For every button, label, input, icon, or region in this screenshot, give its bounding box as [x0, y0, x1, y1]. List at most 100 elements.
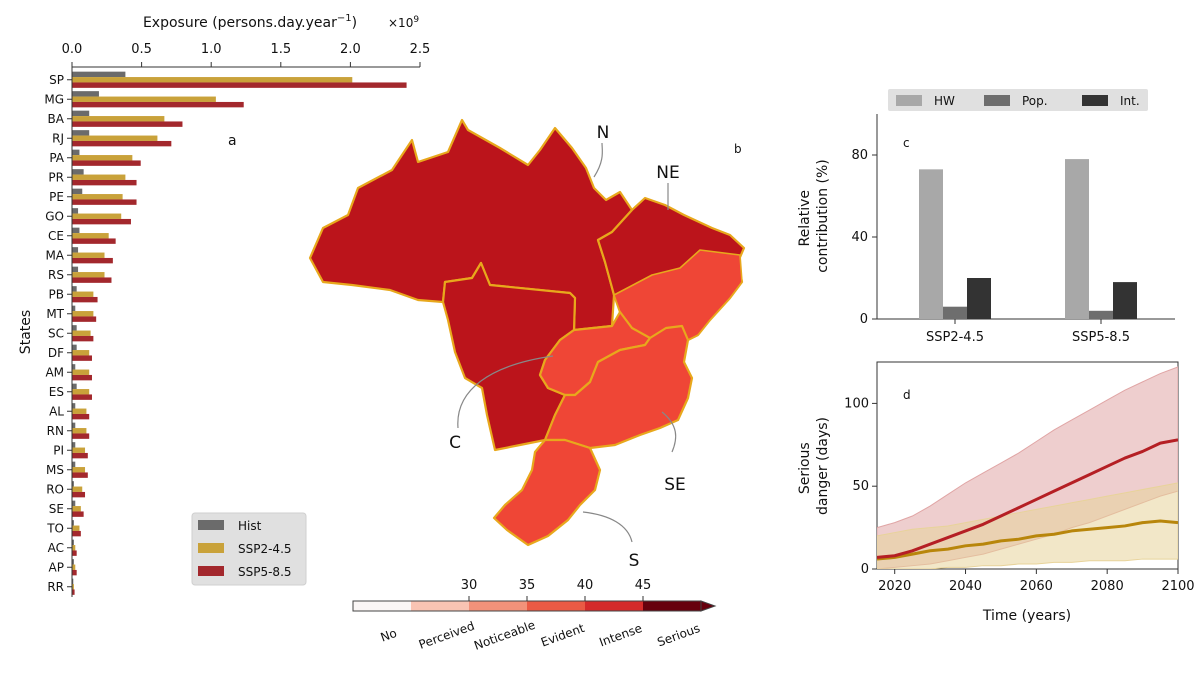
bar-pr-ssp585 [72, 179, 137, 186]
state-label-sc: SC [48, 326, 64, 340]
bar-pe-hist [72, 188, 83, 195]
panel-b-brazil-map: b N NE C SE S 30 35 40 45 No PerceivedNoticea… [308, 118, 746, 653]
bar-ap-hist [72, 559, 74, 565]
bar-ssp585-hw [1065, 159, 1089, 319]
panel-a-x-ticks: 0.0 0.5 1.0 1.5 2.0 2.5 [62, 42, 430, 67]
bar-al-ssp585 [72, 413, 90, 420]
bar-pi-ssp245 [72, 447, 86, 453]
bar-pb-ssp585 [72, 296, 98, 303]
legend-swatch-int [1082, 95, 1108, 106]
panel-c-y-axis-label: Relative contribution (%) [797, 159, 831, 273]
bar-to-ssp585 [72, 530, 81, 537]
panel-d-y-axis-label: Serious danger (days) [797, 417, 831, 515]
bar-al-ssp245 [72, 408, 87, 414]
bar-sp-hist [72, 71, 126, 78]
panel-c-y-tick-label: 0 [860, 312, 868, 327]
bar-rn-ssp585 [72, 433, 90, 439]
bar-ac-ssp585 [72, 550, 77, 556]
state-label-pb: PB [49, 287, 64, 301]
state-label-pe: PE [49, 190, 64, 204]
legend-label-hw: HW [934, 94, 955, 108]
colorbar-category-noticeable: Noticeable [472, 618, 537, 653]
colorbar-category-evident: Evident [539, 621, 587, 650]
state-label-ac: AC [48, 541, 64, 555]
bar-es-ssp245 [72, 389, 90, 395]
panel-c-x-labels: SSP2-4.5 SSP5-8.5 [926, 319, 1130, 345]
colorbar-category-serious: Serious [655, 621, 702, 649]
bar-rr-ssp585 [72, 589, 75, 595]
bar-go-ssp245 [72, 213, 122, 219]
bar-ap-ssp245 [72, 564, 76, 570]
legend-swatch-hist [198, 520, 224, 530]
map-region-south [492, 438, 602, 547]
panel-d-label: d [903, 388, 911, 402]
bar-ro-hist [72, 481, 74, 487]
panel-d-x-tick-label: 2080 [1091, 579, 1124, 594]
bar-pb-hist [72, 286, 77, 292]
colorbar-category-no: No [379, 626, 399, 645]
panel-a-x-tick-label: 0.0 [62, 42, 83, 57]
bar-go-ssp585 [72, 218, 131, 225]
panel-a-label: a [228, 133, 237, 149]
region-label-northeast: NE [656, 163, 679, 183]
line-ssp585 [877, 438, 1178, 559]
state-label-al: AL [49, 404, 64, 418]
panel-d-x-tick-label: 2020 [878, 579, 911, 594]
region-label-south: S [629, 551, 640, 571]
bar-mt-ssp245 [72, 311, 94, 317]
bar-df-ssp585 [72, 355, 92, 361]
bar-ce-hist [72, 227, 80, 234]
bar-ma-ssp245 [72, 252, 105, 258]
bar-mg-hist [72, 91, 99, 97]
bar-al-hist [72, 403, 76, 409]
state-label-sp: SP [49, 73, 64, 87]
legend-swatch-hw [896, 95, 922, 106]
panel-a-exposure-chart: 0.0 0.5 1.0 1.5 2.0 2.5 Exposure (persons.day… [18, 13, 430, 597]
bar-mt-ssp585 [72, 316, 97, 322]
bar-ma-hist [72, 247, 79, 253]
region-label-north: N [597, 123, 610, 143]
panel-d-serious-danger-chart: 2020 2040 2060 2080 2100 0 50 100 d Time (years… [797, 361, 1195, 624]
panel-a-multiplier: ×109 [388, 15, 419, 30]
bar-ms-ssp245 [72, 467, 86, 473]
legend-swatch-ssp245 [198, 543, 224, 553]
panel-a-x-tick-label: 0.5 [131, 42, 152, 57]
bar-ce-ssp245 [72, 233, 109, 239]
panel-c-y-tick-label: 40 [851, 230, 868, 245]
bar-rs-ssp245 [72, 272, 105, 278]
bar-rn-hist [72, 422, 76, 429]
panel-d-ticks: 2020 2040 2060 2080 2100 0 50 100 [844, 396, 1194, 594]
colorbar-tick-label: 45 [635, 578, 652, 593]
legend-swatch-ssp585 [198, 566, 224, 576]
colorbar-tick-label: 30 [461, 578, 478, 593]
bar-rr-hist [72, 578, 74, 585]
bar-se-ssp245 [72, 506, 81, 512]
colorbar-tick-label: 35 [519, 578, 536, 593]
colorbar-segment-intense [585, 601, 643, 611]
panel-a-y-axis-label: States [18, 310, 34, 354]
bar-rj-hist [72, 130, 90, 136]
bar-pr-hist [72, 169, 84, 175]
bar-ro-ssp585 [72, 491, 86, 498]
leader-line-south [582, 511, 633, 543]
bar-rr-ssp245 [72, 584, 74, 590]
bar-mg-ssp245 [72, 96, 216, 102]
leader-line-north [593, 142, 603, 178]
bar-ce-ssp585 [72, 238, 116, 244]
bar-ro-ssp245 [72, 486, 83, 492]
bar-df-hist [72, 344, 77, 351]
colorbar-segment-evident [527, 601, 585, 611]
bar-ba-hist [72, 110, 90, 117]
bar-ba-ssp245 [72, 116, 165, 122]
state-label-mg: MG [44, 92, 64, 106]
state-label-ap: AP [49, 560, 64, 574]
legend-label-hist: Hist [238, 519, 262, 533]
panel-a-x-axis-label: Exposure (persons.day.year−1) [143, 13, 357, 31]
state-label-rn: RN [47, 424, 64, 438]
bar-am-hist [72, 364, 76, 370]
state-label-to: TO [46, 521, 64, 535]
state-label-ms: MS [46, 463, 64, 477]
colorbar-segment-perceived [411, 601, 469, 611]
legend-label-ssp585: SSP5-8.5 [238, 565, 292, 579]
bar-ms-ssp585 [72, 472, 88, 478]
